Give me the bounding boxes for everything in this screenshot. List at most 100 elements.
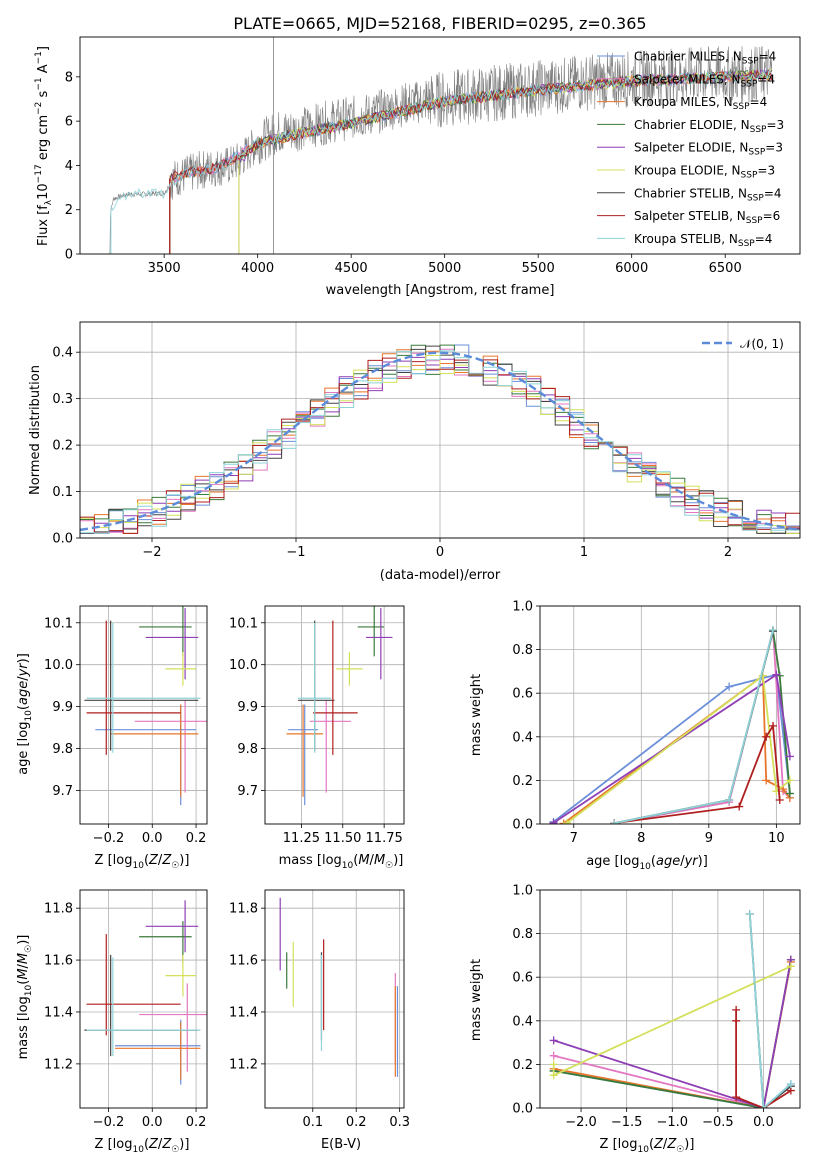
y-tick-label-3: 11.8 [229, 902, 258, 917]
mass-z-ylabel: mass [log10(M/M☉)] [16, 935, 34, 1060]
x-tick-label-3: −0.5 [702, 1115, 734, 1130]
mw-z-ylabel: mass weight [469, 959, 484, 1041]
spectrum-title: PLATE=0665, MJD=52168, FIBERID=0295, z=0… [233, 14, 646, 33]
y-tick-label-1: 0.2 [512, 774, 533, 789]
y-tick-label-3: 0.3 [52, 392, 73, 407]
residual-histogram-panel: −2 −1 0 1 2 0.0 0.1 0.2 0.3 0.4 𝒩(0, 1) [52, 321, 801, 560]
model-series-line-5 [239, 68, 772, 158]
x-tick-label-0: 0.1 [302, 1115, 323, 1130]
y-tick-label-4: 0.4 [52, 346, 73, 361]
mass-weight-marker-7-0 [732, 1005, 741, 1014]
y-tick-label-2: 9.9 [52, 700, 73, 715]
legend-label-7: Salpeter STELIB, NSSP=6 [634, 209, 780, 226]
y-tick-label-3: 0.6 [512, 971, 533, 986]
normal-legend-label: 𝒩(0, 1) [740, 337, 784, 351]
axes-frame [539, 605, 801, 825]
y-tick-label-0: 11.2 [229, 1057, 258, 1072]
y-tick-label-1: 11.4 [229, 1005, 258, 1020]
y-tick-label-2: 0.2 [52, 439, 73, 454]
age-vs-mass-panel: 11.25 11.50 11.75 9.7 9.8 9.9 10.0 10.1 [229, 605, 405, 846]
plot-area [286, 606, 393, 806]
mw-age-ylabel: mass weight [469, 674, 484, 756]
x-tick-label-2: 11.75 [366, 831, 403, 846]
plot-area [84, 900, 207, 1085]
axes-frame [79, 321, 801, 539]
normal-reference-curve [80, 351, 800, 532]
mass-weight-marker-7-4 [775, 796, 784, 805]
y-tick-label-4: 0.8 [512, 927, 533, 942]
mass-weight-marker-1-0 [549, 1051, 558, 1060]
y-tick-label-0: 9.7 [52, 784, 73, 799]
y-tick-label-3: 11.8 [44, 902, 73, 917]
y-tick-label-0: 0.0 [512, 1102, 533, 1117]
x-tick-label-4: 2 [724, 545, 732, 560]
mass-weight-line-0 [552, 673, 791, 823]
x-tick-label-3: 10 [768, 831, 785, 846]
x-tick-label-1: 4000 [241, 261, 274, 276]
mass-weight-line-4 [553, 673, 791, 824]
mw-age-xlabel: age [log10(age/yr)] [586, 854, 708, 872]
x-tick-label-0: 7 [570, 831, 578, 846]
x-tick-label-0: −0.2 [93, 831, 125, 846]
mass-weight-line-5 [566, 674, 791, 824]
axes-frame [79, 605, 208, 825]
x-tick-label-2: 0 [436, 545, 444, 560]
mass-weight-marker-8-1 [725, 796, 734, 805]
y-tick-label-3: 6 [65, 115, 73, 130]
x-tick-label-1: 0.0 [142, 831, 163, 846]
mass-weight-marker-8-1 [759, 1104, 768, 1108]
plot-area [549, 625, 794, 824]
y-tick-label-0: 11.2 [44, 1057, 73, 1072]
mass-weight-marker-2-2 [762, 776, 771, 785]
y-tick-label-2: 0.4 [512, 730, 533, 745]
x-tick-label-2: −1.0 [656, 1115, 688, 1130]
x-tick-label-4: 5500 [522, 261, 555, 276]
histogram-step-8 [80, 350, 800, 534]
x-tick-label-1: −1.5 [611, 1115, 643, 1130]
histogram-step-7 [80, 357, 800, 534]
mass-weight-marker-4-2 [785, 752, 794, 761]
legend-label-6: Chabrier STELIB, NSSP=4 [634, 186, 782, 203]
mass-weight-marker-8-0 [610, 819, 619, 824]
axes-frame [539, 889, 801, 1109]
mass-weight-marker-5-2 [786, 962, 795, 971]
x-tick-label-0: 3500 [148, 261, 181, 276]
x-tick-label-3: 5000 [428, 261, 461, 276]
mass-vs-metallicity-panel: −0.2 0.0 0.2 11.2 11.4 11.6 11.8 [44, 889, 208, 1130]
plot-area [549, 909, 795, 1108]
y-tick-label-1: 9.8 [52, 742, 73, 757]
legend-label-4: Salpeter ELODIE, NSSP=3 [634, 141, 783, 158]
x-tick-label-6: 6500 [709, 261, 742, 276]
mass-weight-marker-5-3 [785, 776, 794, 785]
y-tick-label-3: 0.6 [512, 687, 533, 702]
y-tick-label-1: 0.1 [52, 485, 73, 500]
y-tick-label-2: 9.9 [237, 700, 258, 715]
x-tick-label-1: 0.2 [346, 1115, 367, 1130]
x-tick-label-2: 0.2 [186, 1115, 207, 1130]
x-tick-label-2: 4500 [335, 261, 368, 276]
legend-label-2: Kroupa MILES, NSSP=4 [634, 95, 767, 112]
mass-weight-line-1 [614, 629, 791, 824]
mass-weight-line-8 [748, 913, 792, 1108]
x-tick-label-4: 0.0 [753, 1115, 774, 1130]
mass-weight-marker-4-0 [549, 1036, 558, 1045]
legend-label-5: Kroupa ELODIE, NSSP=3 [634, 164, 775, 181]
mass-weight-marker-8-0 [745, 909, 754, 918]
histogram-step-5 [80, 355, 800, 534]
age-mass-xlabel: mass [log10(M/M☉)] [279, 853, 404, 871]
mass-weight-marker-8-2 [768, 625, 777, 634]
histogram-ylabel: Normed distribution [28, 365, 43, 495]
mass-z-xlabel: Z [log10(Z/Z☉)] [95, 1137, 190, 1155]
mass-weight-marker-5-0 [549, 1060, 558, 1069]
y-tick-label-1: 9.8 [237, 742, 258, 757]
mass-vs-ebv-panel: 0.1 0.2 0.3 11.2 11.4 11.6 11.8 [229, 889, 410, 1130]
x-tick-label-0: 11.25 [283, 831, 320, 846]
histogram-xlabel: (data-model)/error [380, 568, 501, 583]
x-tick-label-2: 9 [705, 831, 713, 846]
y-tick-label-2: 4 [65, 159, 73, 174]
y-tick-label-1: 11.4 [44, 1005, 73, 1020]
mass-weight-marker-7-2 [762, 732, 771, 741]
y-tick-label-5: 1.0 [512, 600, 533, 615]
spectrum-ylabel: Flux [fλ10−17 erg cm−2 s−1 A−1] [34, 46, 54, 246]
